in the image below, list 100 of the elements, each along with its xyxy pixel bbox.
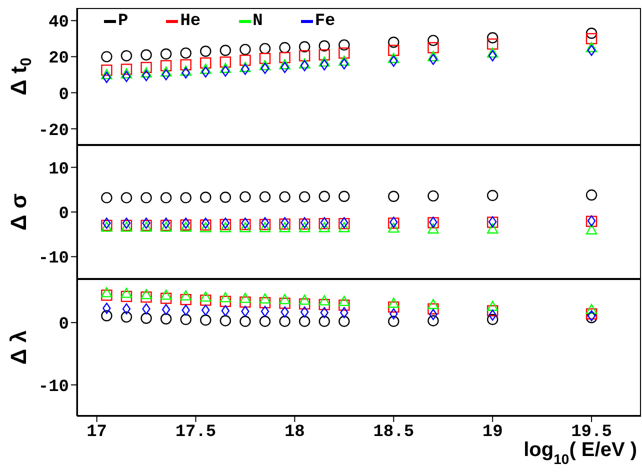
point xyxy=(221,305,230,316)
point xyxy=(486,300,498,311)
point xyxy=(318,49,330,60)
point xyxy=(279,52,290,64)
point xyxy=(140,288,152,300)
x-tick-label: 18.5 xyxy=(373,423,414,442)
point xyxy=(486,32,498,44)
point xyxy=(220,62,232,73)
point xyxy=(390,308,398,320)
point xyxy=(486,223,498,234)
point xyxy=(180,314,192,326)
point xyxy=(220,56,232,68)
y-tick-label: -10 xyxy=(38,250,69,269)
point xyxy=(428,303,439,314)
point xyxy=(300,306,309,318)
point xyxy=(200,46,212,57)
point xyxy=(202,304,210,316)
point xyxy=(180,65,192,76)
y-tick-label: 0 xyxy=(58,205,69,224)
point xyxy=(220,292,232,302)
point xyxy=(320,59,328,70)
point xyxy=(221,65,230,77)
point xyxy=(140,291,152,303)
point xyxy=(279,59,290,70)
point xyxy=(586,42,598,52)
point xyxy=(388,222,400,233)
point xyxy=(240,44,251,56)
point xyxy=(259,52,271,64)
x-tick-label: 19 xyxy=(482,423,503,442)
legend-label: Fe xyxy=(314,12,336,31)
point xyxy=(180,59,192,70)
point xyxy=(160,192,172,204)
point xyxy=(220,44,232,56)
point xyxy=(142,303,150,314)
point xyxy=(428,34,439,46)
point xyxy=(120,50,132,62)
point xyxy=(300,60,309,72)
point xyxy=(388,44,400,56)
point xyxy=(200,57,212,69)
legend-label: N xyxy=(252,12,263,31)
y-tick-label: 10 xyxy=(48,160,69,180)
point xyxy=(140,192,152,204)
point xyxy=(102,302,111,314)
point xyxy=(486,38,498,50)
y-tick-label: -20 xyxy=(38,122,69,141)
point xyxy=(200,192,212,203)
point xyxy=(202,66,210,78)
point xyxy=(586,224,598,234)
point xyxy=(340,307,348,318)
point xyxy=(102,72,111,83)
point xyxy=(488,310,497,321)
point xyxy=(318,316,330,327)
point xyxy=(280,62,289,74)
x-tick-label: 17.5 xyxy=(175,423,216,442)
point xyxy=(142,70,150,82)
point xyxy=(122,303,131,314)
point xyxy=(180,294,192,306)
point xyxy=(279,316,290,327)
point xyxy=(338,316,350,327)
point xyxy=(318,40,330,52)
point xyxy=(240,54,251,66)
point xyxy=(220,296,232,308)
point xyxy=(586,33,598,44)
point xyxy=(428,223,439,234)
point xyxy=(122,70,131,82)
point xyxy=(200,314,212,326)
point xyxy=(259,222,271,232)
point xyxy=(120,192,132,204)
point xyxy=(388,52,400,64)
point xyxy=(279,294,290,304)
point xyxy=(298,298,310,310)
point xyxy=(240,222,251,232)
point xyxy=(140,49,152,60)
point xyxy=(388,301,400,313)
point xyxy=(318,190,330,202)
point xyxy=(200,64,212,74)
y-axis-title: Δ λ xyxy=(6,330,30,365)
point xyxy=(120,68,132,78)
point xyxy=(279,42,290,54)
point xyxy=(318,295,330,306)
point xyxy=(318,56,330,67)
point xyxy=(240,296,251,308)
point xyxy=(120,290,132,302)
point xyxy=(259,191,271,202)
point xyxy=(101,64,112,76)
point xyxy=(428,51,439,62)
y-axis-title: Δ σ xyxy=(6,194,30,230)
y-tick-label: -10 xyxy=(38,378,69,397)
point xyxy=(182,304,190,316)
point xyxy=(220,315,232,326)
point xyxy=(488,50,497,62)
point xyxy=(120,311,132,323)
point xyxy=(162,304,170,316)
point xyxy=(240,62,251,72)
point xyxy=(429,308,438,320)
y-tick-label: 0 xyxy=(58,316,69,335)
point xyxy=(318,222,330,232)
point xyxy=(120,288,132,298)
point xyxy=(279,298,290,309)
point xyxy=(140,312,152,324)
